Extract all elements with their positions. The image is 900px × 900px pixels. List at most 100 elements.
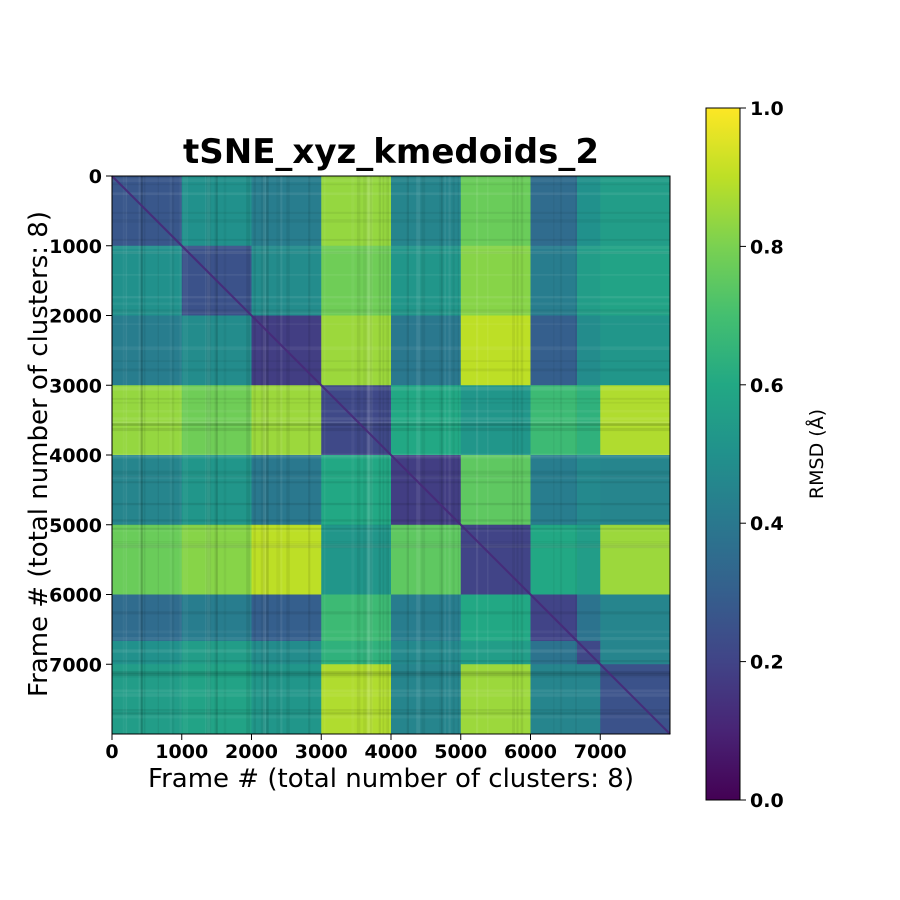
colorbar-tick-label: 0.0 [750, 790, 784, 812]
heatmap-cell-7-1 [181, 641, 252, 665]
heatmap-cell-5-6 [530, 524, 578, 595]
heatmap-cell-6-4 [391, 594, 462, 642]
diagonal-line [111, 175, 671, 735]
texture-stripe-h [112, 475, 670, 478]
heatmap-cell-0-1 [181, 176, 252, 247]
texture-stripe-v [186, 176, 188, 734]
heatmap-cell-2-0 [112, 315, 183, 386]
texture-stripe-v [262, 176, 267, 734]
heatmap-cell-3-5 [460, 385, 531, 456]
texture-stripe-h [112, 251, 670, 254]
heatmap-cell-2-1 [181, 315, 252, 386]
x-tick-label: 0 [105, 741, 118, 763]
texture-stripe-v [207, 176, 212, 734]
texture-stripe-h [112, 401, 670, 404]
heatmap-cell-0-6 [530, 176, 578, 247]
texture-stripe-v [385, 176, 389, 734]
texture-stripe-h [112, 309, 670, 313]
x-tick-label: 5000 [434, 741, 487, 763]
texture-stripe-h [112, 519, 670, 522]
texture-stripe-h [112, 529, 670, 532]
heatmap-cell-1-6 [530, 245, 578, 316]
texture-stripe-h [112, 421, 670, 424]
texture-stripe-h [112, 176, 670, 179]
x-tick-label: 7000 [574, 741, 627, 763]
texture-stripe-v [440, 176, 444, 734]
texture-stripe-h [112, 274, 670, 276]
texture-stripe-h [112, 637, 670, 641]
texture-stripe-v [406, 176, 409, 734]
heatmap-cell-7-4 [391, 641, 462, 665]
texture-stripe-h [112, 541, 670, 543]
texture-stripe-h [112, 527, 670, 530]
texture-stripe-v [370, 176, 372, 734]
y-tick-label: 4000 [49, 445, 102, 467]
texture-stripe-v [324, 176, 326, 734]
heatmap-cell-8-7 [577, 664, 601, 735]
y-axis-label: Frame # (total number of clusters: 8) [24, 211, 54, 697]
x-tick-label: 4000 [365, 741, 418, 763]
texture-stripe-h [112, 712, 670, 716]
heatmap-cell-6-1 [181, 594, 252, 642]
heatmap-cell-2-5 [460, 315, 531, 386]
heatmap-cell-3-6 [530, 385, 578, 456]
heatmap-cell-6-3 [321, 594, 392, 642]
texture-stripe-h [112, 470, 670, 475]
texture-stripe-v [308, 176, 311, 734]
texture-stripe-h [112, 674, 670, 678]
texture-stripe-h [112, 386, 670, 391]
texture-stripe-v [476, 176, 479, 734]
heatmap-cell-6-2 [251, 594, 322, 642]
texture-stripe-h [112, 671, 670, 674]
texture-stripe-h [112, 296, 670, 299]
heatmap-cell-5-3 [321, 524, 392, 595]
texture-stripe-h [112, 715, 670, 719]
heatmap-cell-5-8 [600, 524, 671, 595]
heatmap-cell-4-1 [181, 455, 252, 526]
y-tick-label: 0 [89, 166, 102, 188]
heatmap-cell-6-5 [460, 594, 531, 642]
heatmap-cell-7-5 [460, 641, 531, 665]
x-axis: 0 1000 2000 3000 4000 5000 6000 7000 [105, 734, 627, 763]
texture-stripe-v [286, 176, 290, 734]
heatmap-cell-7-8 [600, 641, 671, 665]
texture-stripe-h [112, 542, 670, 545]
texture-stripe-v [223, 176, 227, 734]
y-axis: 0 1000 2000 3000 4000 5000 6000 7000 [49, 166, 112, 676]
y-tick-label: 6000 [49, 585, 102, 607]
heatmap-cell-3-2 [251, 385, 322, 456]
texture-stripe-v [512, 176, 515, 734]
heatmap-cell-8-2 [251, 664, 322, 735]
x-tick-label: 3000 [295, 741, 348, 763]
texture-stripe-h [112, 346, 670, 351]
texture-stripe-h [112, 192, 670, 196]
texture-stripe-h [112, 423, 670, 426]
texture-stripe-h [112, 238, 670, 241]
texture-stripe-v [487, 176, 489, 734]
texture-stripe-v [169, 176, 172, 734]
texture-stripe-v [553, 176, 555, 734]
texture-stripe-h [112, 178, 670, 182]
texture-stripe-h [112, 409, 670, 413]
texture-stripe-h [112, 693, 670, 697]
texture-stripe-v [276, 176, 281, 734]
heatmap-cell-8-6 [530, 664, 578, 735]
texture-stripe-h [112, 423, 670, 426]
texture-stripe-h [112, 545, 670, 548]
heatmap-cell-6-7 [577, 594, 601, 642]
heatmap-cell-4-3 [321, 455, 392, 526]
texture-stripe-v [140, 176, 143, 734]
heatmap-cell-5-1 [181, 524, 252, 595]
heatmap-cell-5-7 [577, 524, 601, 595]
texture-stripe-v [143, 176, 146, 734]
texture-stripe-h [112, 211, 670, 214]
y-tick-label: 5000 [49, 515, 102, 537]
texture-stripe-h [112, 611, 670, 615]
texture-stripe-h [112, 543, 670, 546]
texture-stripe-h [112, 481, 670, 484]
texture-stripe-h [112, 245, 670, 250]
texture-stripe-v [382, 176, 385, 734]
texture-stripe-v [448, 176, 451, 734]
heatmap-cell-1-5 [460, 245, 531, 316]
